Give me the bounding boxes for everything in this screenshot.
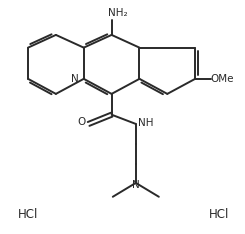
Text: HCl: HCl	[209, 208, 230, 221]
Text: NH₂: NH₂	[108, 8, 127, 18]
Text: N: N	[132, 180, 140, 190]
Text: OMe: OMe	[210, 74, 234, 84]
Text: N: N	[71, 74, 79, 84]
Text: NH: NH	[138, 118, 153, 128]
Text: HCl: HCl	[18, 208, 38, 221]
Text: O: O	[77, 117, 86, 127]
